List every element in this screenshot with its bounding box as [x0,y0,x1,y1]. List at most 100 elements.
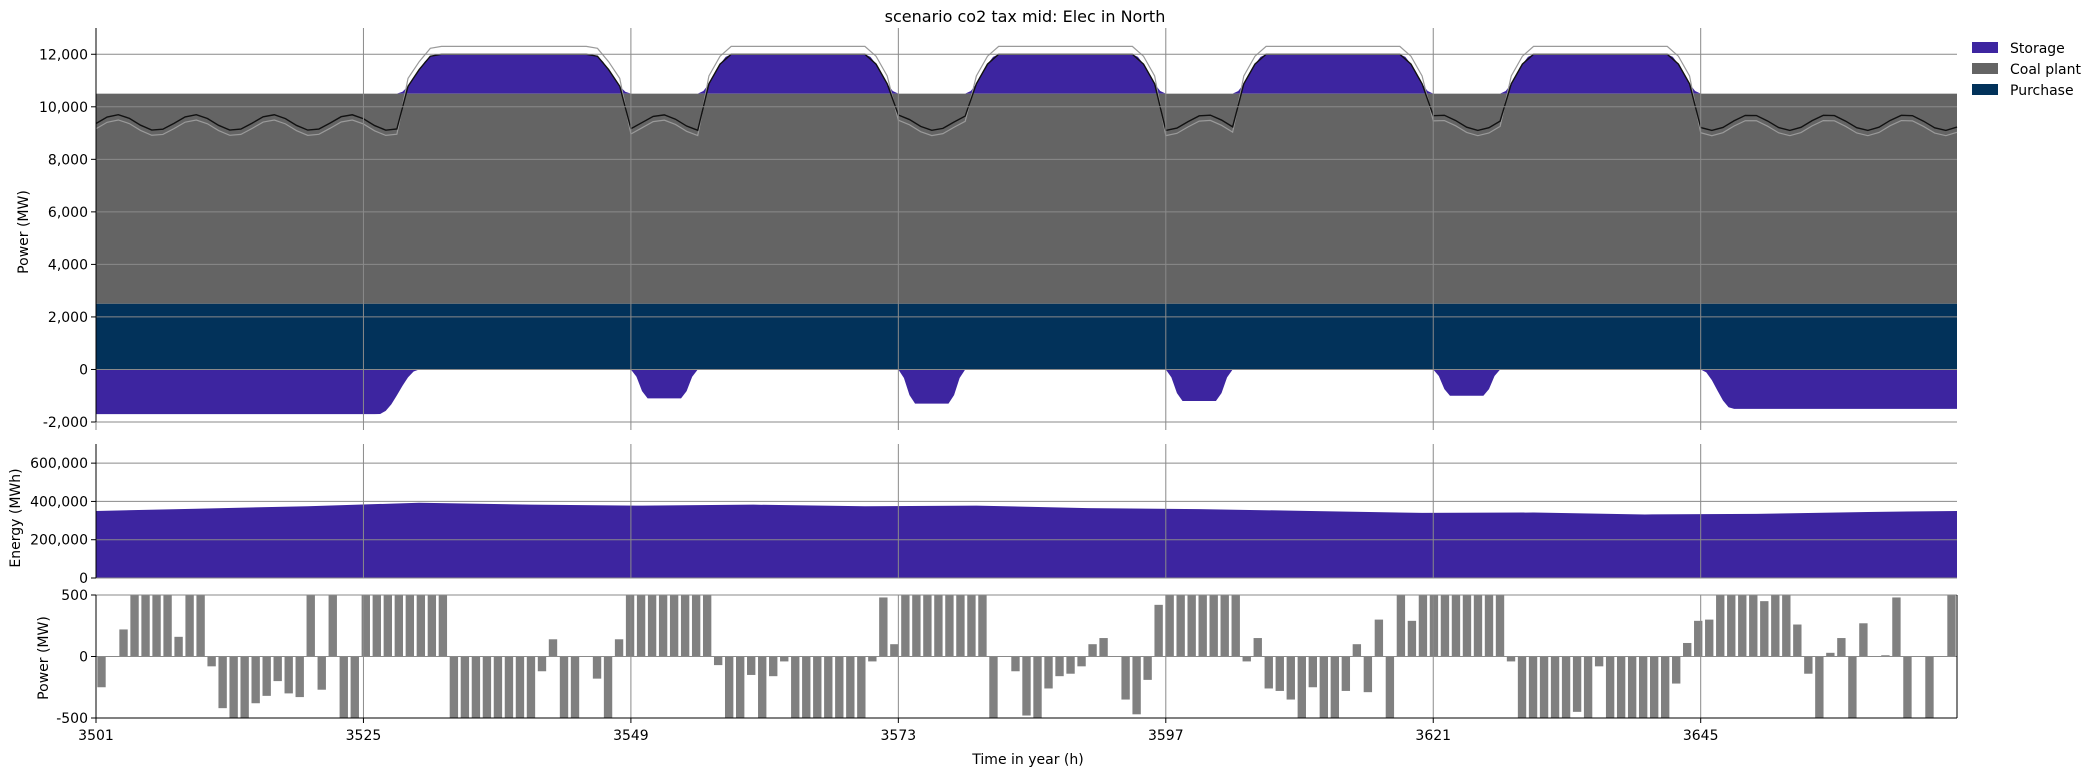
power-bar [1848,656,1857,718]
power-bar [526,656,536,718]
x-tick-label: 3621 [1415,728,1451,744]
power-bar [174,636,183,657]
power-bar [1198,595,1207,657]
power-bar [1749,595,1758,657]
power-bar [901,595,910,657]
power-bar [1187,595,1196,657]
power-bar [449,656,459,718]
power-bars-panel: -500 0 500 [56,588,1958,727]
power-bar [1925,656,1934,718]
power-bar [1253,638,1262,657]
power-bar [879,597,888,657]
power-bar [1011,656,1020,672]
power-bar [1683,642,1692,657]
power-bar [416,595,426,657]
legend-swatch-storage [1972,42,1998,53]
power-bar [912,595,921,657]
power-bar [273,656,282,682]
power-bar [1143,656,1152,680]
power-bar [868,656,877,662]
power-bar [1055,656,1064,677]
power-bar [956,595,965,657]
x-tick-label: 3501 [78,728,114,744]
power-bar [1484,595,1494,657]
power-bar [1165,595,1174,657]
energy-panel: 0 200,000 400,000 600,000 [30,444,1957,587]
power-bar [1363,656,1373,693]
power-bar [1066,656,1075,674]
power-bar [1308,656,1317,688]
energy-y-tick-label: 0 [79,571,88,587]
power-bar [945,595,954,657]
x-tick-label: 3573 [881,728,917,744]
power-bar [361,595,370,657]
net-demand-line [95,45,1958,137]
power-bar [1738,595,1747,657]
power-bar [1330,656,1340,718]
power-bar [1132,656,1141,715]
power-y-tick-label: 12,000 [39,47,88,63]
x-tick-label: 3549 [613,728,649,744]
power-bar [328,595,337,657]
power-bar [1837,638,1846,657]
power-bar [1771,595,1780,657]
power-y-tick-label: 4,000 [48,257,88,273]
power-bar [218,656,227,709]
power-bar [1616,656,1626,718]
power-y-tick-label: 2,000 [48,310,88,326]
power-bar [350,656,359,718]
power-bar [570,656,580,718]
power-bar [967,595,976,657]
power-bar [1903,656,1912,718]
power-bar [1892,597,1901,657]
power-bar [493,656,503,718]
power-bar [1947,595,1956,657]
power-bar [625,595,635,657]
power-bar [1539,656,1549,718]
power-bar [1374,619,1384,657]
power-bar [229,656,238,718]
power-bar [1506,656,1516,662]
power-bar [152,595,161,657]
power-bar [1220,595,1229,657]
power-bar [603,656,613,718]
power-bar [813,656,822,718]
power-bar [636,595,646,657]
coal-plant-area [96,93,1957,304]
power-bar [295,656,304,698]
power-y-tick-label: 10,000 [39,100,88,116]
bars-y-tick-label: 0 [79,650,88,666]
power-bar [207,656,216,667]
power-y-tick-label: 8,000 [48,152,88,168]
power-bar [1407,620,1417,657]
power-bar [515,656,525,718]
power-bar [1859,623,1868,657]
power-bar [1440,595,1450,657]
power-bar [251,656,260,704]
legend: Storage Coal plant Purchase [1972,41,2081,99]
power-bar [1418,595,1428,657]
power-bar [614,639,624,657]
energy-area [96,502,1957,578]
power-bar [141,595,150,657]
power-bar [185,595,194,657]
power-bar [1154,604,1163,657]
y-axis-label-energy: Energy (MWh) [8,468,24,567]
power-bar [1572,656,1582,712]
power-bar [791,656,800,718]
power-bar [890,644,899,657]
power-bar [1275,656,1284,691]
power-bar [1793,624,1802,657]
power-bar [130,595,139,657]
power-bar [317,656,326,690]
power-bar [1176,595,1185,657]
power-bar [1022,656,1031,716]
power-bar [1297,656,1306,718]
power-bar [1231,595,1240,657]
power-bar [405,595,415,657]
power-bar [372,595,381,657]
storage-area-negative [96,369,1957,415]
power-bar [559,656,569,718]
power-bar [1385,656,1395,718]
power-bar [680,595,690,657]
